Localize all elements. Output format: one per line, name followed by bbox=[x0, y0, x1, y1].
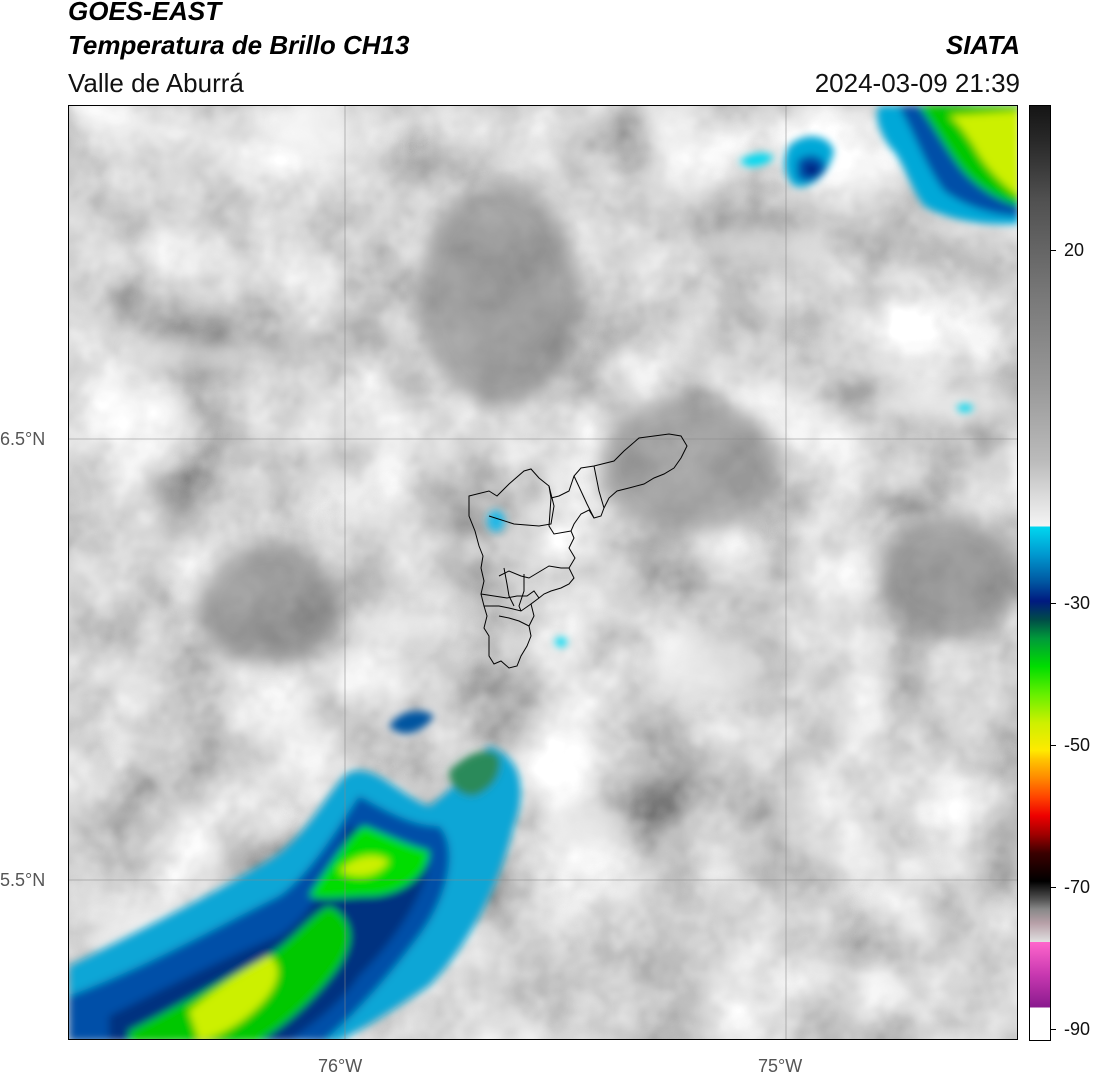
colorbar-label-minus90: -90 bbox=[1064, 1019, 1091, 1039]
colorbar-label-minus70: -70 bbox=[1064, 877, 1091, 897]
colorbar-label-20: 20 bbox=[1064, 240, 1085, 260]
lat-label-6-5n: 6.5°N bbox=[0, 429, 46, 449]
colorbar-tick bbox=[1051, 887, 1056, 888]
colorbar-tick bbox=[1051, 1029, 1056, 1030]
title-product: Temperatura de Brillo CH13 bbox=[68, 30, 410, 60]
convective-cloud-northeast bbox=[739, 106, 1017, 225]
warm-areas bbox=[199, 186, 1017, 666]
municipal-boundaries bbox=[468, 433, 688, 669]
timestamp-label: 2024-03-09 21:39 bbox=[814, 68, 1020, 98]
map-gridlines bbox=[69, 106, 1017, 1039]
small-cold-spots bbox=[487, 404, 973, 647]
colorbar-tick bbox=[1051, 603, 1056, 604]
title-satellite: GOES-EAST bbox=[68, 0, 222, 26]
brand-label: SIATA bbox=[945, 30, 1020, 60]
lon-label-75w: 75°W bbox=[758, 1056, 803, 1076]
lat-label-5-5n: 5.5°N bbox=[0, 870, 46, 890]
colorbar-tick bbox=[1051, 250, 1056, 251]
colorbar-label-minus50: -50 bbox=[1064, 735, 1091, 755]
subtitle-region: Valle de Aburrá bbox=[68, 68, 244, 98]
convective-cloud-southwest bbox=[69, 710, 521, 1039]
map-image bbox=[69, 106, 1017, 1039]
temperature-colorbar bbox=[1029, 105, 1051, 1041]
satellite-map[interactable] bbox=[68, 105, 1018, 1040]
colorbar-label-minus30: -30 bbox=[1064, 593, 1091, 613]
colorbar-tick bbox=[1051, 745, 1056, 746]
lon-label-76w: 76°W bbox=[318, 1056, 363, 1076]
